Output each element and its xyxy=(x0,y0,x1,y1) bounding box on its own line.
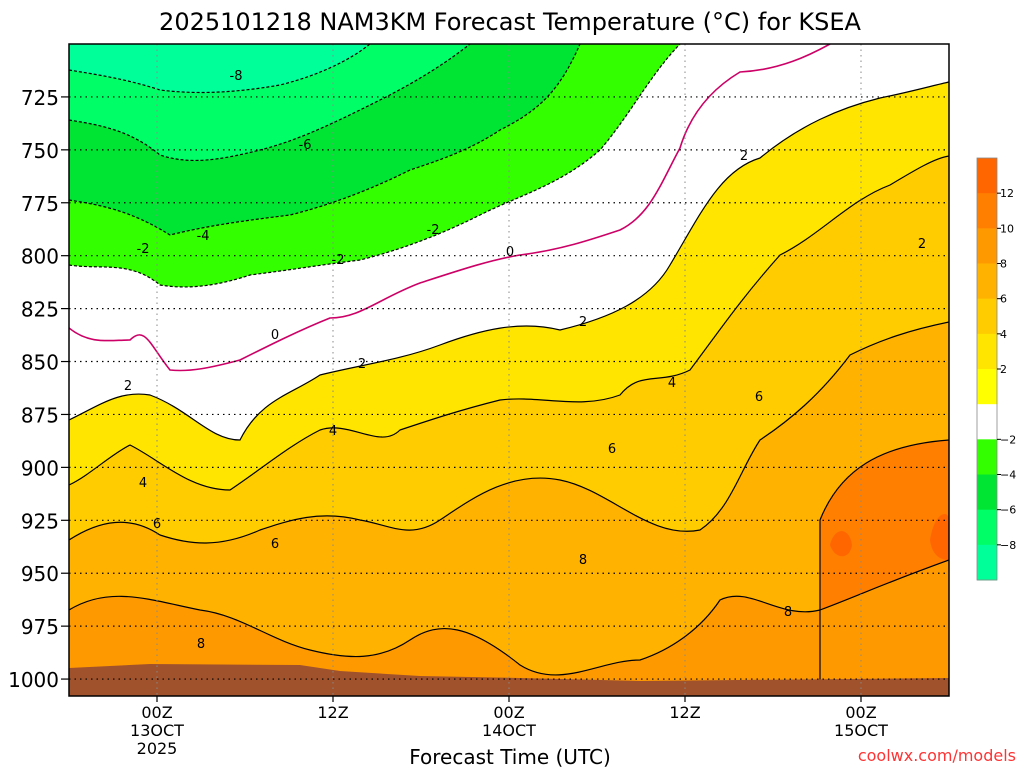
contour-label: 4 xyxy=(139,476,147,491)
time-tick-label: 12Z xyxy=(669,703,700,722)
time-tick-sublabel: 14OCT xyxy=(482,721,536,740)
time-tick-label: 00Z xyxy=(493,703,524,722)
colorbar-bin xyxy=(977,544,997,581)
pressure-tick-label: 725 xyxy=(21,86,59,110)
contour-label: -2 xyxy=(427,223,440,238)
time-tick-label: 00Z xyxy=(845,703,876,722)
time-tick-label: 12Z xyxy=(317,703,348,722)
isotherm-10 xyxy=(819,439,949,696)
isotherm-2 xyxy=(69,81,949,441)
contour-label: 6 xyxy=(608,442,616,457)
isotherm-minus6 xyxy=(69,44,471,162)
pressure-tick-label: 900 xyxy=(21,456,59,480)
colorbar-bin xyxy=(977,193,997,229)
isotherm-minus4 xyxy=(69,44,581,236)
pressure-tick-label: 1000 xyxy=(8,668,59,692)
isotherm-6 xyxy=(69,321,949,544)
contour-label: -6 xyxy=(299,138,312,153)
contour-label: 2 xyxy=(124,379,132,394)
colorbar-tick-label: −2 xyxy=(1000,433,1016,446)
colorbar-tick-label: 10 xyxy=(1000,222,1014,235)
pressure-tick-label: 850 xyxy=(21,351,59,375)
pressure-axis: 725 750 775 800 825 850 875 900 925 950 975 1000 xyxy=(8,86,69,692)
time-gridlines xyxy=(156,44,862,696)
contour-label: 6 xyxy=(755,390,763,405)
band-12-14 xyxy=(830,514,949,560)
pressure-tick-label: 775 xyxy=(21,192,59,216)
isotherm-0 xyxy=(69,44,831,372)
isotherm-minus2 xyxy=(69,44,681,288)
contour-label: 2 xyxy=(579,315,587,330)
pressure-tick-label: 975 xyxy=(21,615,59,639)
contour-label: 2 xyxy=(358,357,366,372)
colorbar-tick-label: 4 xyxy=(1000,328,1007,341)
band-8-10 xyxy=(69,560,949,696)
colorbar-tick-label: −8 xyxy=(1000,539,1016,552)
colorbar-bin xyxy=(977,333,997,370)
isotherm-minus8 xyxy=(69,44,371,94)
plot-area xyxy=(69,44,949,696)
time-tick-sublabel: 15OCT xyxy=(834,721,888,740)
colorbar-bin xyxy=(977,263,997,300)
isotherm-8 xyxy=(69,559,949,676)
contour-label: -2 xyxy=(332,253,345,268)
colorbar-bin xyxy=(977,404,997,440)
pressure-tick-label: 950 xyxy=(21,562,59,586)
contour-label: 8 xyxy=(579,553,587,568)
contour-label: 4 xyxy=(329,424,337,439)
contour-label: -8 xyxy=(230,69,243,84)
contour-label: 6 xyxy=(271,537,279,552)
contour-label: 2 xyxy=(918,237,926,252)
colorbar-tick-label: 12 xyxy=(1000,187,1014,200)
contour-label: 0 xyxy=(506,245,514,260)
time-tick-sublabel: 2025 xyxy=(137,739,178,758)
contour-label: 4 xyxy=(668,376,676,391)
chart-title: 2025101218 NAM3KM Forecast Temperature (… xyxy=(159,8,861,36)
pressure-tick-label: 925 xyxy=(21,509,59,533)
colorbar-tick-label: 2 xyxy=(1000,363,1007,376)
colorbar-bin xyxy=(977,369,997,405)
contour-label: -2 xyxy=(137,242,150,257)
band-neg10-neg8 xyxy=(69,44,370,93)
colorbar-bin xyxy=(977,228,997,264)
colorbar-bin xyxy=(977,298,997,335)
time-tick-label: 00Z xyxy=(141,703,172,722)
colorbar-bin xyxy=(977,474,997,511)
contour-label: -4 xyxy=(197,229,210,244)
isotherm-4 xyxy=(69,155,949,491)
colorbar-bin xyxy=(977,158,997,194)
colorbar: 12 10 8 6 4 2 −2 −4 −6 −8 xyxy=(976,157,1016,581)
contour-label: 2 xyxy=(740,149,748,164)
colorbar-tick-label: −6 xyxy=(1000,504,1016,517)
contour-label: 6 xyxy=(153,517,161,532)
contour-label: 0 xyxy=(271,328,279,343)
contour-label: 8 xyxy=(197,637,205,652)
pressure-tick-label: 875 xyxy=(21,403,59,427)
watermark: coolwx.com/models xyxy=(858,746,1016,765)
colorbar-bin xyxy=(977,439,997,475)
colorbar-tick-label: −4 xyxy=(1000,469,1016,482)
ground xyxy=(69,664,949,696)
colorbar-tick-label: 8 xyxy=(1000,258,1007,271)
pressure-tick-label: 825 xyxy=(21,298,59,322)
pressure-tick-label: 800 xyxy=(21,245,59,269)
contour-label: 8 xyxy=(784,605,792,620)
colorbar-tick-label: 6 xyxy=(1000,293,1007,306)
time-tick-sublabel: 13OCT xyxy=(130,721,184,740)
colorbar-bin xyxy=(977,509,997,546)
x-axis-label: Forecast Time (UTC) xyxy=(409,745,611,768)
contour-labels: -8 -6 -4 -2 -2 -2 0 0 2 2 2 2 2 4 4 4 6 6 6 6 8 8 8 xyxy=(124,69,926,652)
pressure-tick-label: 750 xyxy=(21,139,59,163)
